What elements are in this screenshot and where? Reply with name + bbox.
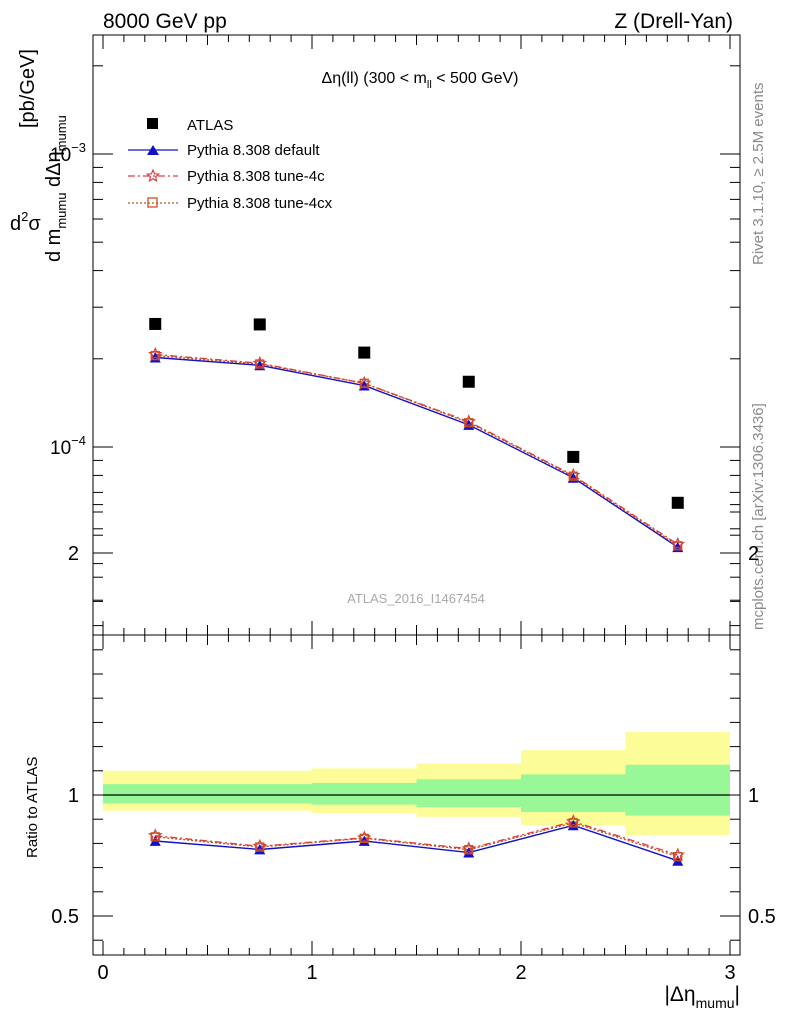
header-right: Z (Drell-Yan)	[614, 10, 733, 33]
xlabel: |Δηmumu|	[664, 983, 740, 1011]
ratio-axes: 0 1 2 3 0.5 0.5 1 1 2 2	[51, 504, 776, 984]
band-inner-1	[207, 784, 312, 804]
ylabel-numerator: d2σ	[10, 209, 41, 235]
plot-title: Δη(ll) (300 < mll < 500 GeV)	[322, 70, 519, 91]
legend-label-tune4cx: Pythia 8.308 tune-4cx	[187, 195, 333, 212]
point-tune4cx-0	[150, 351, 160, 361]
ratio-point-tune4cx-0	[150, 832, 160, 842]
point-data-4	[567, 450, 580, 463]
point-tune4cx-3	[464, 418, 474, 428]
mcplots-label: mcplots.cern.ch [arXiv:1306.3436]	[750, 403, 767, 630]
point-data-1	[253, 318, 266, 331]
ratio-point-tune4cx-1	[255, 842, 265, 852]
rivet-label: Rivet 3.1.10, ≥ 2.5M events	[750, 83, 767, 266]
header-left: 8000 GeV pp	[103, 10, 227, 33]
x-tick-label-0: 0	[97, 962, 108, 984]
point-data-5	[671, 496, 684, 509]
band-inner-3	[416, 779, 521, 808]
legend-marker-default	[147, 145, 159, 155]
ratio-y-tick-label-left-2: 2	[68, 543, 79, 565]
y-tick-label-1e-4: 10−4	[50, 433, 86, 459]
ratio-panel-content	[103, 794, 730, 866]
legend-marker-tune4c	[145, 168, 161, 183]
ratio-line-tune4cx	[155, 822, 679, 858]
ratio-point-tune4cx-4	[568, 818, 578, 828]
point-tune4cx-5	[673, 541, 683, 551]
ratio-y-tick-label-right-1: 1	[748, 785, 759, 807]
series-line-tune4c	[155, 353, 679, 545]
legend-star-shape	[145, 168, 161, 183]
ratio-y-tick-label-left-0.5: 0.5	[51, 906, 79, 928]
ratio-ylabel: Ratio to ATLAS	[24, 757, 41, 858]
ratio-y-tick-label-right-0.5: 0.5	[748, 906, 776, 928]
legend-label-atlas: ATLAS	[187, 117, 233, 134]
x-tick-label-3: 3	[724, 962, 735, 984]
legend-label-default: Pythia 8.308 default	[187, 142, 320, 159]
ratio-line-tune4c	[155, 820, 679, 856]
legend-marker-tune4cx	[147, 197, 158, 208]
point-tune4cx-1	[255, 359, 265, 369]
legend-label-tune4c: Pythia 8.308 tune-4c	[187, 168, 325, 185]
ratio-y-tick-label-right-2: 2	[748, 543, 759, 565]
point-data-2	[358, 346, 371, 359]
ratio-y-tick-label-left-1: 1	[68, 785, 79, 807]
band-inner-2	[312, 782, 417, 805]
point-data-0	[149, 317, 162, 330]
x-tick-label-1: 1	[306, 962, 317, 984]
ratio-bands	[103, 732, 730, 835]
legend: ATLAS Pythia 8.308 default Pythia 8.308 …	[128, 117, 333, 212]
ratio-point-tune4cx-5	[673, 852, 683, 862]
ratio-point-tune4cx-3	[464, 845, 474, 855]
point-data-3	[462, 375, 475, 388]
ratio-point-tune4cx-2	[359, 833, 369, 843]
point-tune4cx-2	[359, 378, 369, 388]
band-inner-4	[521, 774, 626, 812]
ylabel-denominator: d mmumu dΔηmumu	[43, 115, 69, 262]
legend-marker-atlas	[147, 118, 158, 129]
ratio-line-default	[155, 824, 679, 862]
analysis-watermark: ATLAS_2016_I1467454	[347, 591, 485, 606]
series-line-tune4cx	[155, 355, 679, 547]
ratio-point-default-3	[463, 847, 475, 858]
main-panel-content	[148, 317, 686, 553]
point-tune4cx-4	[568, 471, 578, 481]
series-line-default	[155, 356, 679, 548]
ylabel-units: [pb/GeV]	[17, 49, 39, 128]
band-inner-5	[625, 764, 730, 816]
x-tick-label-2: 2	[515, 962, 526, 984]
band-inner-0	[103, 784, 208, 804]
main-axes: 10−410−3	[50, 35, 740, 635]
